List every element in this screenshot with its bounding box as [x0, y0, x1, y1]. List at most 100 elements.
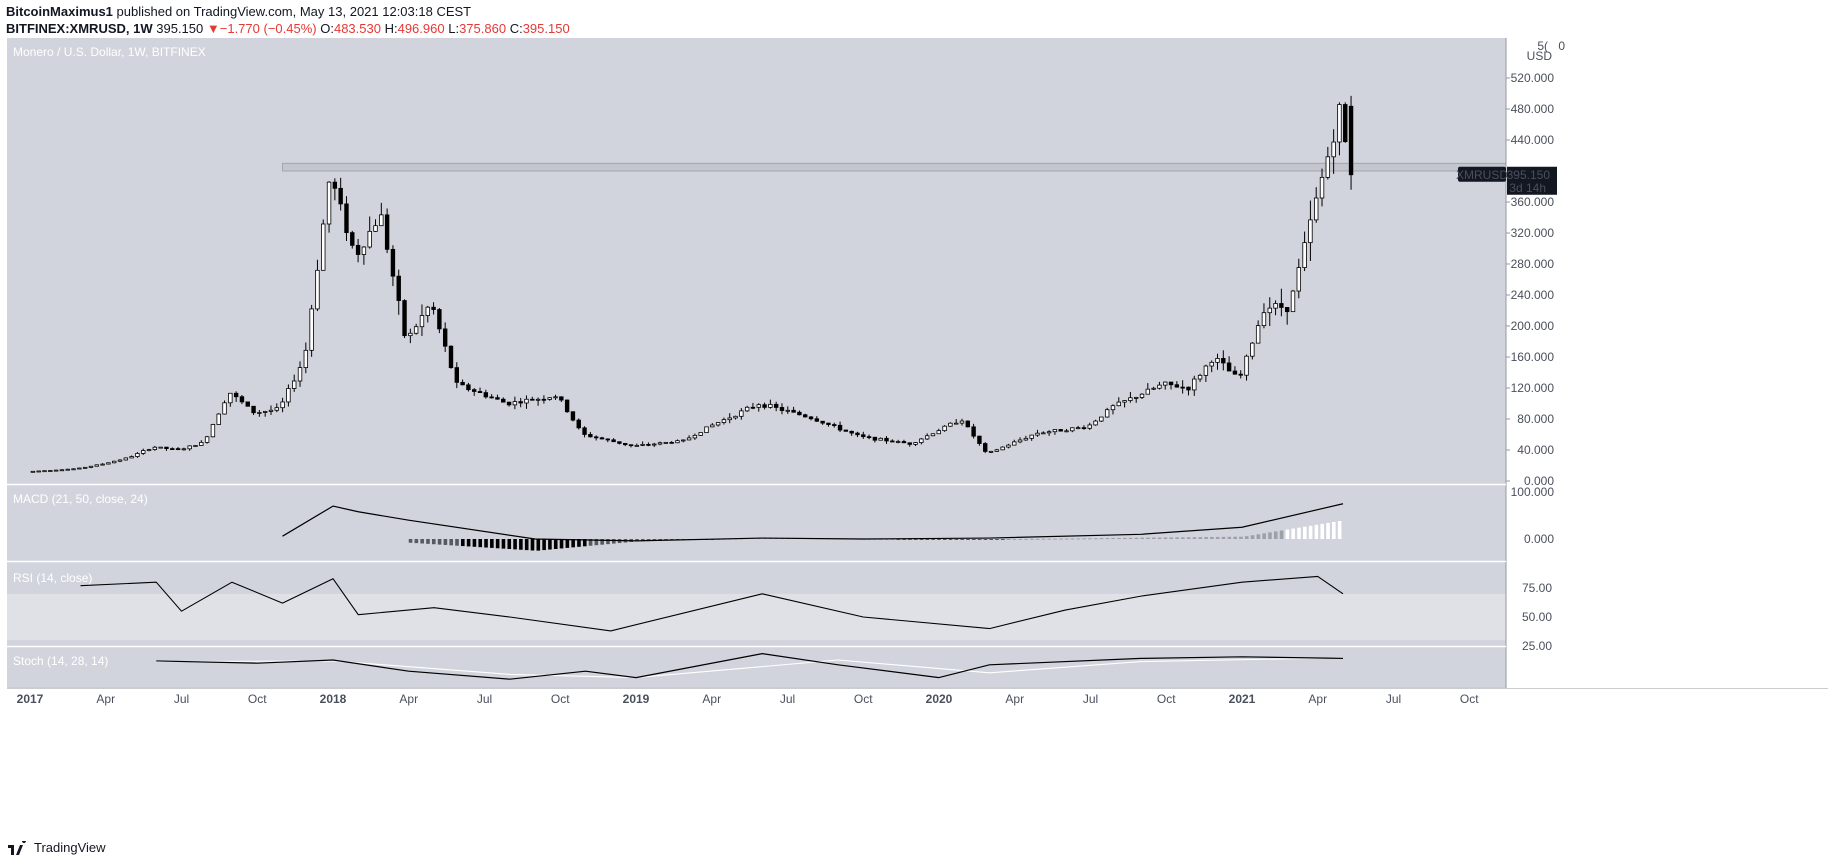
macd-histogram-bar	[942, 539, 947, 540]
macd-histogram-bar	[611, 539, 616, 544]
time-tick-label: Apr	[702, 692, 721, 706]
candle	[1348, 105, 1354, 176]
macd-histogram-bar	[977, 539, 982, 540]
candle	[477, 391, 483, 394]
candle	[408, 332, 413, 337]
macd-histogram-bar	[495, 539, 500, 549]
candle	[1012, 441, 1017, 446]
macd-histogram-bar	[513, 539, 517, 550]
candle	[547, 397, 552, 400]
time-tick-label: Jul	[1386, 692, 1401, 706]
macd-histogram-bar	[524, 539, 529, 551]
candle	[1000, 446, 1005, 451]
price-tick-label: 120.000	[1511, 381, 1555, 395]
candle	[622, 442, 628, 446]
candle	[495, 397, 500, 400]
candle	[199, 441, 204, 446]
price-tick-label: 80.000	[1517, 412, 1554, 426]
candle	[686, 437, 692, 441]
time-tick-label: Apr	[1005, 692, 1024, 706]
macd-histogram-bar	[1285, 529, 1290, 539]
candle	[315, 269, 320, 310]
macd-histogram-bar	[948, 539, 953, 540]
macd-histogram-bar	[1099, 538, 1104, 540]
macd-histogram-bar	[1093, 538, 1098, 540]
rsi-band	[7, 593, 1506, 641]
macd-histogram-bar	[890, 538, 895, 540]
candle	[65, 468, 70, 471]
candle	[460, 381, 465, 386]
macd-histogram-bar	[1268, 532, 1272, 539]
candle	[431, 306, 436, 310]
candle	[1267, 307, 1272, 314]
candle	[384, 214, 390, 250]
candle	[657, 442, 663, 445]
candle	[564, 399, 570, 413]
candle	[117, 459, 123, 462]
candle	[773, 403, 779, 408]
candle	[1197, 374, 1203, 380]
candle	[175, 448, 181, 451]
candle	[826, 422, 831, 425]
macd-histogram-bar	[461, 539, 465, 547]
macd-histogram-bar	[472, 539, 477, 547]
candle	[1284, 307, 1290, 313]
last-price: 395.150	[156, 21, 204, 36]
candle	[454, 367, 460, 383]
candle	[559, 396, 564, 401]
candle	[303, 349, 309, 369]
macd-histogram-bar	[1192, 537, 1197, 539]
candle	[1093, 420, 1098, 426]
candle	[1110, 405, 1116, 411]
candle	[1041, 432, 1046, 435]
rsi-pane: RSI (14, close)	[7, 562, 1506, 646]
candle	[1209, 361, 1214, 367]
candle	[338, 187, 343, 205]
candle	[727, 417, 732, 421]
candle	[437, 309, 442, 330]
candle	[262, 411, 268, 413]
chart-canvas[interactable]: Monero / U.S. Dollar, 1W, BITFINEX MACD …	[0, 0, 1828, 830]
macd-histogram-bar	[913, 539, 918, 540]
candle	[605, 438, 610, 441]
candle	[88, 465, 94, 468]
macd-histogram-bar	[1175, 537, 1179, 539]
candle	[164, 446, 169, 450]
candle	[36, 470, 41, 473]
candle	[913, 442, 918, 445]
candle	[1023, 437, 1029, 441]
candle	[1087, 424, 1092, 429]
candle	[129, 456, 134, 459]
candle	[1250, 342, 1255, 357]
price-pane-background	[7, 38, 1506, 484]
candle	[518, 401, 523, 404]
candle	[59, 469, 65, 472]
macd-histogram-bar	[1076, 538, 1081, 540]
candle	[1226, 362, 1232, 372]
candle	[663, 441, 669, 444]
time-tick-label: Apr	[96, 692, 115, 706]
stoch-k-line	[156, 652, 1344, 680]
candle	[71, 468, 76, 471]
macd-histogram-bar	[966, 539, 970, 540]
rsi-tick-label: 25.00	[1522, 639, 1552, 653]
candle	[1006, 444, 1011, 448]
high-label: H:	[384, 21, 398, 36]
macd-histogram-bar	[1181, 537, 1185, 539]
macd-histogram-bar	[1227, 536, 1232, 539]
candle	[1035, 432, 1040, 436]
candle	[1128, 397, 1133, 401]
candle	[1151, 387, 1156, 390]
macd-histogram-bar	[908, 539, 912, 540]
symbol-tag-bg	[1458, 166, 1506, 182]
candle	[553, 396, 558, 399]
candle	[1325, 156, 1331, 178]
macd-histogram-bar	[960, 539, 964, 540]
candle	[768, 403, 773, 408]
publisher-name[interactable]: BitcoinMaximus1	[6, 4, 113, 19]
candle	[1192, 378, 1197, 391]
footer-brand[interactable]: TradingView	[8, 838, 106, 855]
price-tick-label: 240.000	[1511, 288, 1555, 302]
time-axis: 2017 Apr Jul Oct 2018 Apr Jul Oct 2019 Apr Jul Oct 2…	[7, 687, 1828, 710]
rsi-tick-label: 50.00	[1522, 610, 1552, 624]
